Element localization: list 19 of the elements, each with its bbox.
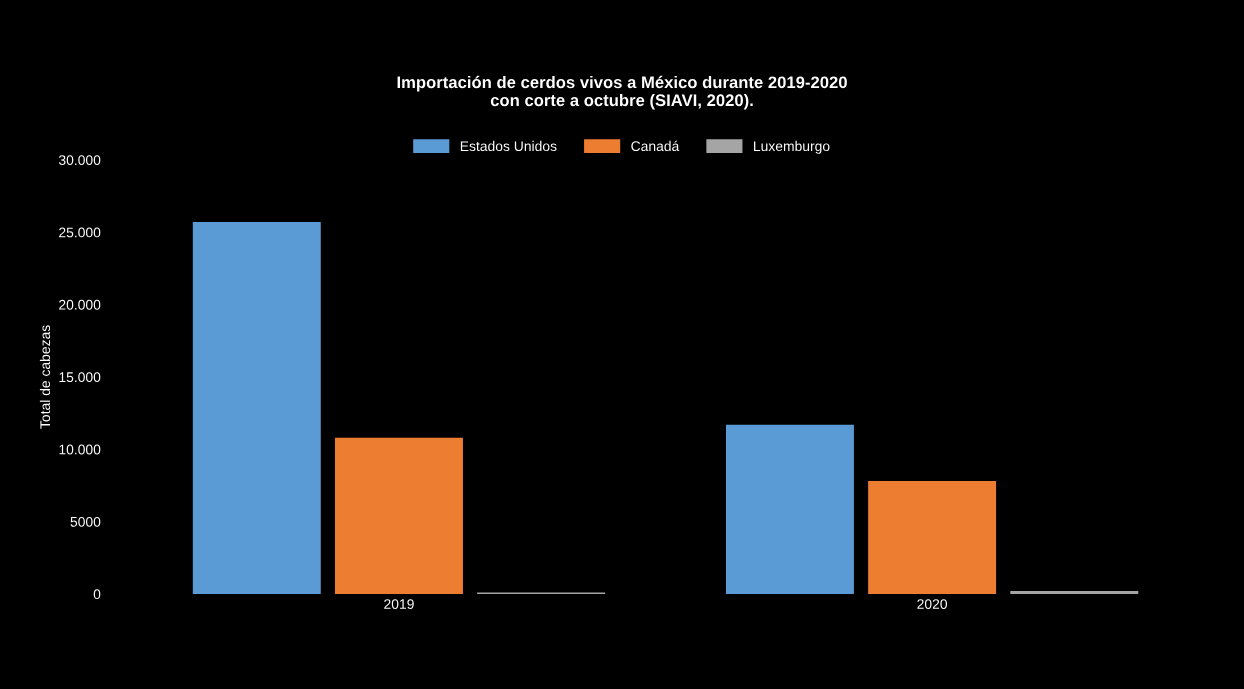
y-tick-label: 0 <box>93 589 101 600</box>
legend-label: Estados Unidos <box>460 140 557 152</box>
y-axis-title: Total de cabezas <box>39 325 51 429</box>
legend-label: Canadá <box>631 140 680 152</box>
x-tick-label: 2020 <box>917 599 948 609</box>
y-tick-label: 30.000 <box>58 155 101 166</box>
bar <box>1010 591 1139 594</box>
bar <box>192 222 321 594</box>
legend-label: Luxemburgo <box>754 140 830 154</box>
y-tick-label: 25.000 <box>59 227 101 238</box>
y-tick-label: 5000 <box>70 516 101 527</box>
y-tick-label: 10.000 <box>59 444 101 455</box>
bar <box>334 437 463 594</box>
y-tick-label: 15.000 <box>59 372 101 383</box>
y-tick-label: 20.000 <box>59 299 101 310</box>
bar <box>725 424 854 594</box>
chart-title: Importación de cerdos vivos a México durante 2019-2020 con corte a octubre (SIAVI, 2020). <box>397 75 847 110</box>
bar <box>868 481 997 594</box>
x-tick-label: 2019 <box>384 599 414 609</box>
